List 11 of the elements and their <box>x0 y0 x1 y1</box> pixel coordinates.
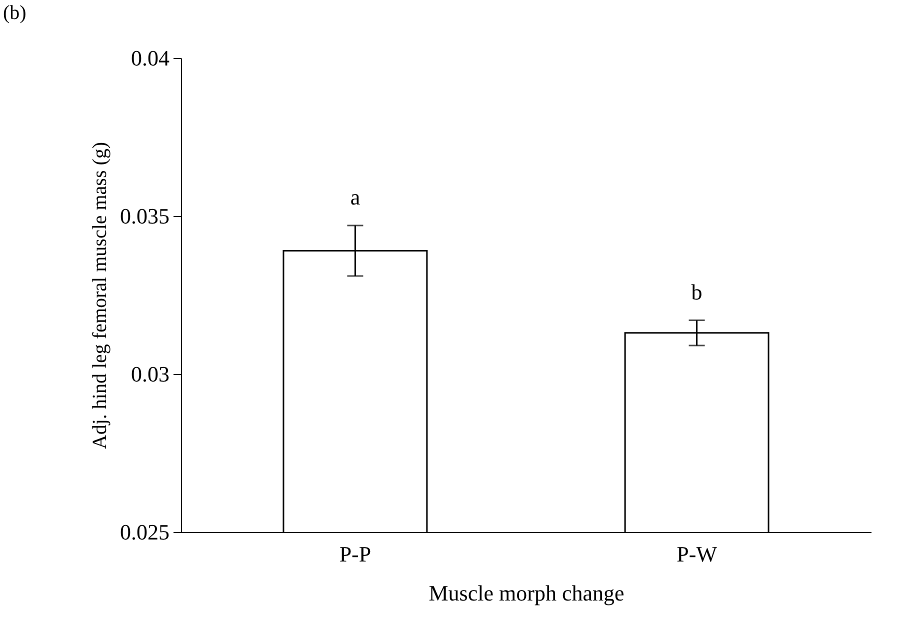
y-axis-title: Adj. hind leg femoral muscle mass (g) <box>89 142 111 450</box>
annotation: a <box>350 184 360 210</box>
y-tick-label: 0.04 <box>131 46 170 70</box>
x-axis-title: Muscle morph change <box>428 580 624 606</box>
text: (b) <box>3 2 26 24</box>
y-tick-label: 0.03 <box>131 362 170 386</box>
x-tick-label: P-W <box>676 542 718 566</box>
annotation: b <box>691 279 702 304</box>
y-tick-label: 0.035 <box>120 204 170 228</box>
y-tick-label: 0.025 <box>120 520 170 544</box>
x-tick-label: P-P <box>339 542 372 566</box>
